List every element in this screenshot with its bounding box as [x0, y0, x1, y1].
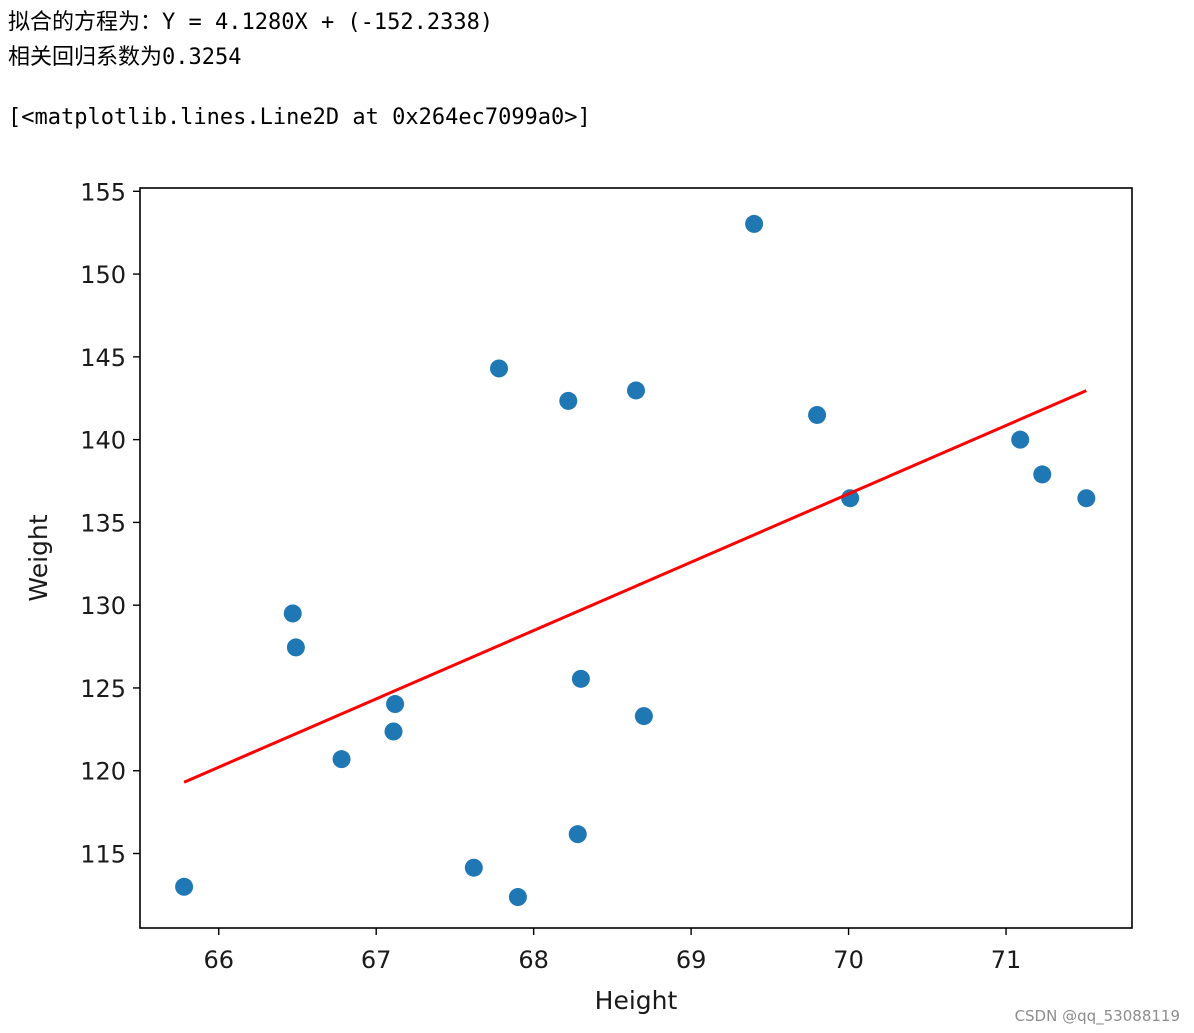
scatter-point [386, 695, 405, 714]
fit-line [183, 389, 1087, 784]
y-tick-label: 130 [80, 592, 126, 620]
y-tick-label: 140 [80, 427, 126, 455]
scatter-point [559, 391, 578, 410]
scatter-point [745, 214, 764, 233]
output-repr-line: [<matplotlib.lines.Line2D at 0x264ec7099… [8, 105, 591, 130]
scatter-point [384, 722, 403, 741]
scatter-point [1077, 489, 1096, 508]
x-tick-label: 67 [361, 946, 392, 974]
x-tick-label: 70 [833, 946, 864, 974]
x-tick-label: 69 [676, 946, 707, 974]
y-tick-label: 145 [80, 344, 126, 372]
scatter-point [1033, 465, 1052, 484]
scatter-point [571, 669, 590, 688]
scatter-point [286, 638, 305, 657]
x-tick-label: 71 [991, 946, 1022, 974]
scatter-point [332, 750, 351, 769]
scatter-point [464, 858, 483, 877]
y-tick-label: 120 [80, 758, 126, 786]
output-coefficient-line: 相关回归系数为0.3254 [8, 45, 242, 70]
x-axis-label: Height [595, 986, 678, 1015]
chart-marks [175, 214, 1096, 907]
scatter-point [808, 405, 827, 424]
y-tick-label: 150 [80, 261, 126, 289]
x-tick-label: 68 [518, 946, 549, 974]
scatter-point [1011, 430, 1030, 449]
y-tick-label: 155 [80, 178, 126, 206]
y-tick-label: 135 [80, 509, 126, 537]
scatter-point [508, 888, 527, 907]
scatter-point [175, 877, 194, 896]
scatter-point [490, 359, 509, 378]
scatter-point [568, 825, 587, 844]
y-axis-label: Weight [24, 514, 53, 601]
chart-ticks: 66 67 68 69 70 71 115 120 125 130 135 140 145 150 155 [80, 178, 1021, 974]
output-equation-line: 拟合的方程为：Y = 4.1280X + (-152.2338) [8, 10, 494, 35]
scatter-point [627, 381, 645, 400]
scatter-point [283, 604, 302, 623]
y-tick-label: 115 [80, 841, 126, 869]
x-tick-label: 66 [203, 946, 234, 974]
y-tick-label: 125 [80, 675, 126, 703]
scatter-point [634, 707, 653, 726]
watermark: CSDN @qq_53088119 [1014, 1007, 1180, 1025]
plot-frame [139, 187, 1133, 929]
